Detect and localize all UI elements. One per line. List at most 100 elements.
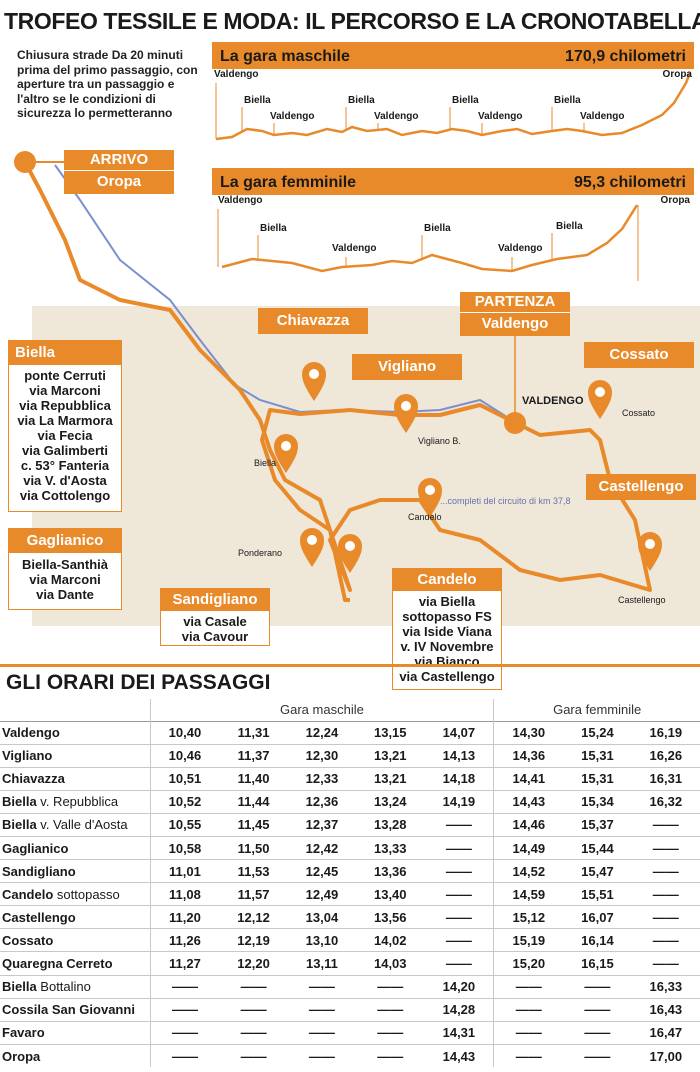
place-name: Oropa [2,1048,41,1064]
street: via Cottolengo [19,488,111,503]
male-label: Biella [348,95,375,106]
place-cell: Biella v. Repubblica [0,789,150,814]
map-label-valdengo: VALDENGO [522,395,584,407]
male-profile-title: La gara maschile [220,48,350,65]
time-cell: —— [424,859,494,883]
male-label: Biella [244,95,271,106]
time-cell: 14,13 [424,743,494,768]
time-cell: 12,37 [287,812,357,837]
sandigliano-box: Sandigliano via Casale via Cavour [160,588,270,646]
candelo-streets: via Biella sottopasso FS via Iside Viana… [393,591,501,684]
table-row: Quaregna Cerreto 11,27 12,20 13,11 14,03 —— 15… [0,951,700,976]
time-cell: —— [563,974,632,999]
street: sottopasso FS [402,609,492,624]
time-cell: —— [631,859,700,883]
male-label: Valdengo [580,111,625,122]
time-cell: —— [493,1043,564,1068]
male-profile: La gara maschile 170,9 chilometri Valdeng… [212,42,694,163]
time-cell: 14,19 [424,789,494,814]
street: via Galimberti [22,443,108,458]
street: via Cavour [181,629,249,644]
time-cell: 14,59 [493,882,564,906]
time-cell: —— [149,1020,220,1045]
time-cell: 12,30 [287,743,357,768]
time-cell: 15,47 [563,859,632,883]
pin-cossato-icon [588,380,612,419]
time-cell: 11,26 [149,928,220,952]
gaglianico-box: Gaglianico Biella-Santhià via Marconi vi… [8,528,122,610]
pin-castellengo-icon [638,532,662,571]
group-male-header: Gara maschile [149,699,494,721]
time-cell: —— [631,812,700,837]
time-cell: —— [149,974,220,999]
pin-vigliano-icon [394,394,418,433]
pin-chiavazza-icon [302,362,326,401]
time-cell: —— [493,1020,564,1045]
place-name: Biella [2,979,37,995]
time-cell: 16,47 [631,1020,700,1045]
time-cell: —— [424,835,494,860]
place-name: Castellengo [2,909,76,925]
table-row: Oropa —— —— —— —— 14,43 —— —— 17,00 [0,1043,700,1068]
time-cell: —— [287,1020,357,1045]
time-cell: 13,33 [356,835,425,860]
time-cell: 11,08 [149,882,220,906]
map-label-biella: Biella [254,458,277,468]
road-closure-note: Chiusura strade Da 20 minuti prima del p… [17,48,198,120]
male-label: Biella [452,95,479,106]
place-cell: Candelo sottopasso [0,882,150,906]
label-chiavazza: Chiavazza [258,308,368,334]
map-label-cossato: Cossato [622,408,656,418]
place-cell: Biella v. Valle d'Aosta [0,812,150,837]
time-cell: 15,51 [563,882,632,906]
time-cell: 16,19 [631,720,700,745]
place-detail: v. Valle d'Aosta [36,817,128,833]
time-cell: —— [563,1020,632,1045]
time-cell: —— [356,1043,425,1068]
time-cell: —— [631,882,700,906]
place-detail: Bottalino [36,979,91,995]
start-label: PARTENZA [460,292,570,313]
table-row: Cossato 11,26 12,19 13,10 14,02 —— 15,19 16,14—… [0,928,700,952]
time-cell: —— [356,997,425,1022]
arrival-label: ARRIVO [64,150,174,171]
time-cell: —— [424,905,494,929]
map-label-castellengo: Castellengo [618,595,666,605]
time-cell: 17,00 [631,1043,700,1068]
street: via V. d'Aosta [23,473,107,488]
time-cell: 16,15 [563,951,632,976]
time-cell: 11,20 [149,905,220,929]
time-cell: —— [631,835,700,860]
group-female-header: Gara femminile [493,699,700,721]
time-cell: 14,46 [493,812,564,837]
female-profile-title: La gara femminile [220,174,357,191]
time-cell: 14,41 [493,766,564,791]
schedule-table: Gara maschile Gara femminile Valdengo 10,… [0,699,700,1068]
start-box: PARTENZA Valdengo [460,292,570,336]
time-cell: —— [631,928,700,952]
time-cell: 15,19 [493,928,564,952]
male-label: Valdengo [478,111,523,122]
time-cell: —— [356,1020,425,1045]
time-cell: —— [631,951,700,976]
candelo-box-title: Candelo [393,569,501,591]
time-cell: 11,01 [149,859,220,883]
street: via La Marmora [17,413,113,428]
street: via Casale [183,614,247,629]
time-cell: 15,31 [563,743,632,768]
time-cell: 13,11 [287,951,357,976]
male-label: Valdengo [374,111,419,122]
label-castellengo: Castellengo [586,474,696,500]
time-cell: 13,15 [356,720,425,745]
street: via Marconi [29,383,101,398]
label-vigliano: Vigliano [352,354,462,380]
street: via Biella [418,594,476,609]
time-cell: —— [219,1020,288,1045]
time-cell: —— [287,997,357,1022]
schedule-body: Valdengo 10,40 11,31 12,24 13,15 14,07 14,30 15… [0,720,700,1068]
time-cell: —— [149,997,220,1022]
time-cell: 10,40 [149,720,220,745]
time-cell: 14,03 [356,951,425,976]
arrival-box: ARRIVO Oropa [64,150,174,194]
time-cell: 14,30 [493,720,564,745]
